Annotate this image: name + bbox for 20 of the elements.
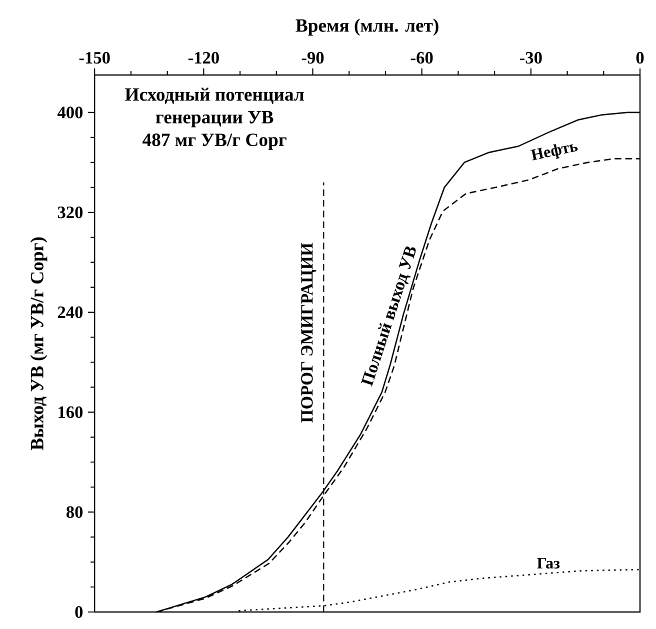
ref-line-label: ПОРОГ ЭМИГРАЦИИ xyxy=(301,242,316,423)
x-axis-title: Время (млн. лет) xyxy=(296,18,438,36)
y-tick-label: 400 xyxy=(57,106,83,118)
series-label: Газ xyxy=(537,558,560,569)
y-tick-label: 240 xyxy=(58,306,83,318)
y-axis-title: Выход УВ (мг УВ/г Сорг) xyxy=(30,237,48,450)
text: Нефть xyxy=(530,144,578,160)
y-tick-label: 80 xyxy=(66,506,83,518)
annotation: 487 мг УВ/г Сорг xyxy=(142,134,286,150)
y-tick-label: 320 xyxy=(58,206,83,218)
annotation: генерации УВ xyxy=(156,111,274,128)
x-tick-label: -90 xyxy=(302,52,324,64)
x-tick-label: 0 xyxy=(636,52,644,64)
y-tick-label: 160 xyxy=(58,406,83,418)
y-tick-label: 0 xyxy=(75,606,83,618)
x-tick-label: -120 xyxy=(188,52,219,64)
x-tick-label: -150 xyxy=(79,52,110,64)
x-tick-label: -60 xyxy=(410,52,433,64)
annotation: Исходный потенциал xyxy=(125,88,304,104)
x-tick-label: -30 xyxy=(520,52,542,64)
